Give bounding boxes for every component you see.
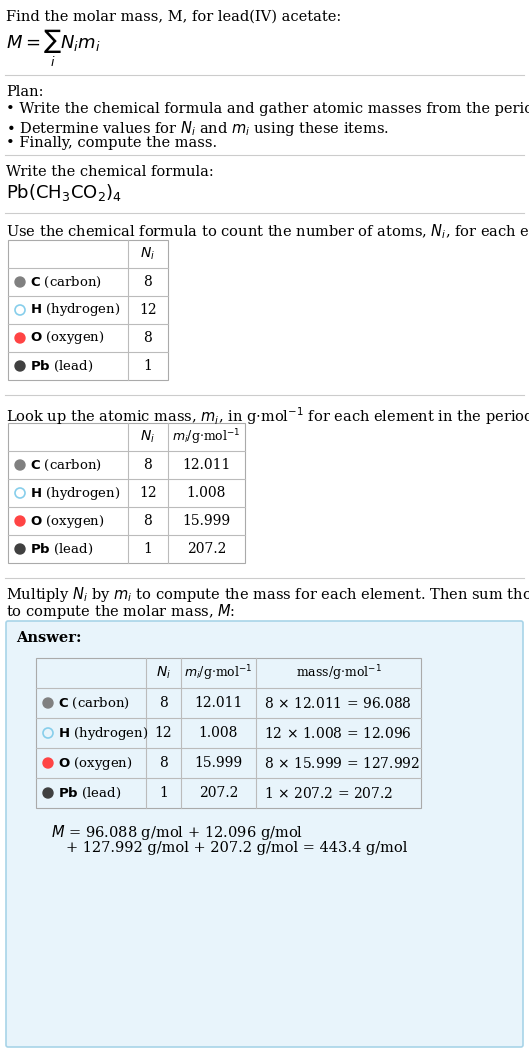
Circle shape (15, 544, 25, 554)
Circle shape (15, 516, 25, 526)
Text: $\mathbf{H}$ (hydrogen): $\mathbf{H}$ (hydrogen) (58, 724, 148, 742)
Text: Answer:: Answer: (16, 631, 81, 645)
FancyBboxPatch shape (6, 621, 523, 1047)
Text: $M$ = 96.088 g/mol + 12.096 g/mol: $M$ = 96.088 g/mol + 12.096 g/mol (51, 823, 303, 842)
Text: $N_i$: $N_i$ (141, 429, 156, 445)
Text: Write the chemical formula:: Write the chemical formula: (6, 165, 214, 179)
Text: 12: 12 (139, 486, 157, 500)
Text: $m_i$/g$\cdot$mol$^{-1}$: $m_i$/g$\cdot$mol$^{-1}$ (184, 663, 253, 683)
Text: 8: 8 (144, 458, 152, 472)
Text: 1: 1 (143, 542, 152, 557)
Text: Plan:: Plan: (6, 85, 43, 99)
Text: 1: 1 (159, 786, 168, 800)
Text: 8: 8 (144, 514, 152, 528)
Text: $\mathbf{O}$ (oxygen): $\mathbf{O}$ (oxygen) (58, 755, 133, 772)
Circle shape (43, 758, 53, 768)
Text: $N_i$: $N_i$ (156, 665, 171, 681)
Text: Look up the atomic mass, $m_i$, in g$\cdot$mol$^{-1}$ for each element in the pe: Look up the atomic mass, $m_i$, in g$\cd… (6, 405, 529, 427)
Circle shape (15, 277, 25, 287)
Text: $\mathbf{H}$ (hydrogen): $\mathbf{H}$ (hydrogen) (30, 485, 120, 502)
Text: • Finally, compute the mass.: • Finally, compute the mass. (6, 136, 217, 150)
Text: 1.008: 1.008 (187, 486, 226, 500)
Bar (36, 658, 421, 808)
Circle shape (15, 362, 25, 371)
Text: $M = \sum_i N_i m_i$: $M = \sum_i N_i m_i$ (6, 28, 101, 70)
Text: 12: 12 (139, 302, 157, 317)
Text: 8 $\times$ 15.999 = 127.992: 8 $\times$ 15.999 = 127.992 (264, 756, 420, 770)
Text: 8: 8 (159, 696, 168, 710)
Text: Use the chemical formula to count the number of atoms, $N_i$, for each element:: Use the chemical formula to count the nu… (6, 222, 529, 240)
Text: 8: 8 (144, 275, 152, 289)
Text: 12: 12 (154, 726, 172, 740)
Text: $\mathbf{O}$ (oxygen): $\mathbf{O}$ (oxygen) (30, 512, 105, 529)
Text: 207.2: 207.2 (199, 786, 238, 800)
Text: • Determine values for $N_i$ and $m_i$ using these items.: • Determine values for $N_i$ and $m_i$ u… (6, 119, 389, 138)
Text: $\mathbf{Pb}$ (lead): $\mathbf{Pb}$ (lead) (30, 358, 93, 373)
Text: mass/g$\cdot$mol$^{-1}$: mass/g$\cdot$mol$^{-1}$ (296, 663, 381, 683)
Text: $\mathbf{O}$ (oxygen): $\mathbf{O}$ (oxygen) (30, 330, 105, 347)
Text: 207.2: 207.2 (187, 542, 226, 557)
Circle shape (15, 460, 25, 470)
Text: $\mathrm{Pb(CH_3CO_2)_4}$: $\mathrm{Pb(CH_3CO_2)_4}$ (6, 182, 122, 203)
Text: 8: 8 (159, 756, 168, 770)
Text: 12.011: 12.011 (183, 458, 231, 472)
Text: $\mathbf{C}$ (carbon): $\mathbf{C}$ (carbon) (30, 274, 102, 290)
Text: Find the molar mass, M, for lead(IV) acetate:: Find the molar mass, M, for lead(IV) ace… (6, 9, 341, 24)
Text: + 127.992 g/mol + 207.2 g/mol = 443.4 g/mol: + 127.992 g/mol + 207.2 g/mol = 443.4 g/… (66, 841, 407, 855)
Text: $\mathbf{H}$ (hydrogen): $\mathbf{H}$ (hydrogen) (30, 301, 120, 318)
Circle shape (43, 788, 53, 798)
Text: 15.999: 15.999 (183, 514, 231, 528)
Bar (8, 240, 168, 380)
Text: 15.999: 15.999 (195, 756, 243, 770)
Text: $\mathbf{Pb}$ (lead): $\mathbf{Pb}$ (lead) (58, 785, 121, 801)
Text: $\mathbf{C}$ (carbon): $\mathbf{C}$ (carbon) (30, 457, 102, 472)
Text: 12 $\times$ 1.008 = 12.096: 12 $\times$ 1.008 = 12.096 (264, 725, 412, 741)
Text: $\mathbf{Pb}$ (lead): $\mathbf{Pb}$ (lead) (30, 542, 93, 557)
Text: to compute the molar mass, $M$:: to compute the molar mass, $M$: (6, 602, 235, 621)
Text: 1: 1 (143, 359, 152, 373)
Text: 12.011: 12.011 (194, 696, 243, 710)
Circle shape (15, 333, 25, 343)
Text: $N_i$: $N_i$ (141, 246, 156, 262)
Text: 8 $\times$ 12.011 = 96.088: 8 $\times$ 12.011 = 96.088 (264, 696, 412, 710)
Text: • Write the chemical formula and gather atomic masses from the periodic table.: • Write the chemical formula and gather … (6, 102, 529, 116)
Text: $m_i$/g$\cdot$mol$^{-1}$: $m_i$/g$\cdot$mol$^{-1}$ (172, 427, 241, 447)
Bar (8, 423, 245, 563)
Text: 1 $\times$ 207.2 = 207.2: 1 $\times$ 207.2 = 207.2 (264, 785, 393, 800)
Text: 1.008: 1.008 (199, 726, 238, 740)
Text: 8: 8 (144, 331, 152, 345)
Circle shape (43, 698, 53, 708)
Text: $\mathbf{C}$ (carbon): $\mathbf{C}$ (carbon) (58, 696, 130, 710)
Text: Multiply $N_i$ by $m_i$ to compute the mass for each element. Then sum those val: Multiply $N_i$ by $m_i$ to compute the m… (6, 585, 529, 604)
